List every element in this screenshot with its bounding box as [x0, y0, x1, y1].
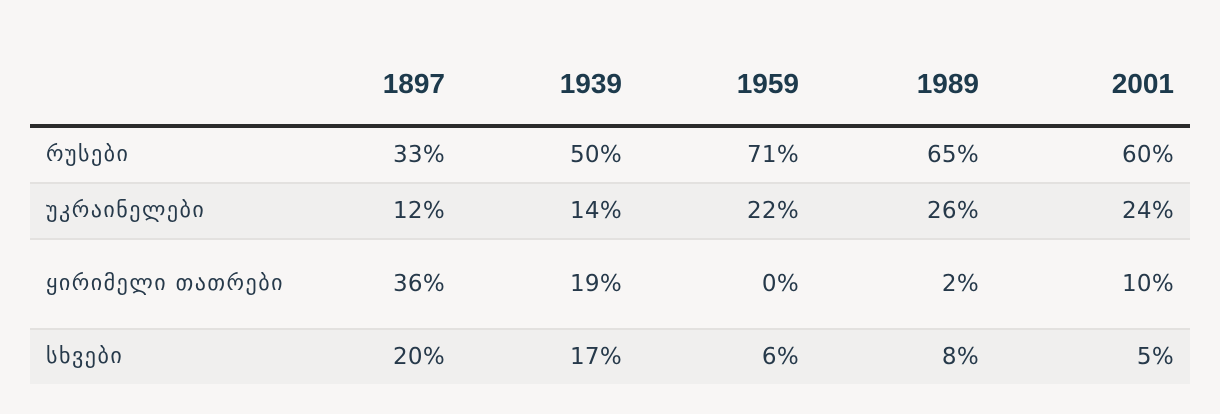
table-cell: 10%	[995, 239, 1190, 330]
header-row: 1897 1939 1959 1989 2001	[30, 0, 1190, 128]
table-cell: 2%	[815, 239, 995, 330]
table-cell: 5%	[995, 329, 1190, 384]
table-cell: 24%	[995, 183, 1190, 240]
table-cell: 8%	[815, 329, 995, 384]
table-cell: 22%	[638, 183, 815, 240]
table-row: რუსები 33% 50% 71% 65% 60%	[30, 126, 1190, 184]
column-header-1989: 1989	[815, 0, 995, 128]
column-header-2001: 2001	[995, 0, 1190, 128]
table-cell: 36%	[330, 239, 461, 330]
table-row: ყირიმელი თათრები 36% 19% 0% 2% 10%	[30, 239, 1190, 330]
table-cell: 26%	[815, 183, 995, 240]
table-cell: 6%	[638, 329, 815, 384]
row-label: უკრაინელები	[30, 183, 330, 240]
table-cell: 12%	[330, 183, 461, 240]
table-row: სხვები 20% 17% 6% 8% 5%	[30, 329, 1190, 384]
table-cell: 14%	[461, 183, 638, 240]
row-label: რუსები	[30, 126, 330, 184]
table-cell: 17%	[461, 329, 638, 384]
table-cell: 65%	[815, 126, 995, 184]
column-header-1897: 1897	[330, 0, 461, 128]
row-label: სხვები	[30, 329, 330, 384]
table-cell: 33%	[330, 126, 461, 184]
row-label: ყირიმელი თათრები	[30, 239, 330, 330]
column-header-label	[30, 0, 330, 128]
population-table: 1897 1939 1959 1989 2001 რუსები 33% 50% …	[30, 0, 1190, 384]
table-cell: 50%	[461, 126, 638, 184]
data-table-container: 1897 1939 1959 1989 2001 რუსები 33% 50% …	[30, 0, 1190, 384]
column-header-1959: 1959	[638, 0, 815, 128]
table-row: უკრაინელები 12% 14% 22% 26% 24%	[30, 183, 1190, 240]
table-cell: 19%	[461, 239, 638, 330]
table-cell: 20%	[330, 329, 461, 384]
table-cell: 0%	[638, 239, 815, 330]
table-cell: 71%	[638, 126, 815, 184]
column-header-1939: 1939	[461, 0, 638, 128]
table-cell: 60%	[995, 126, 1190, 184]
